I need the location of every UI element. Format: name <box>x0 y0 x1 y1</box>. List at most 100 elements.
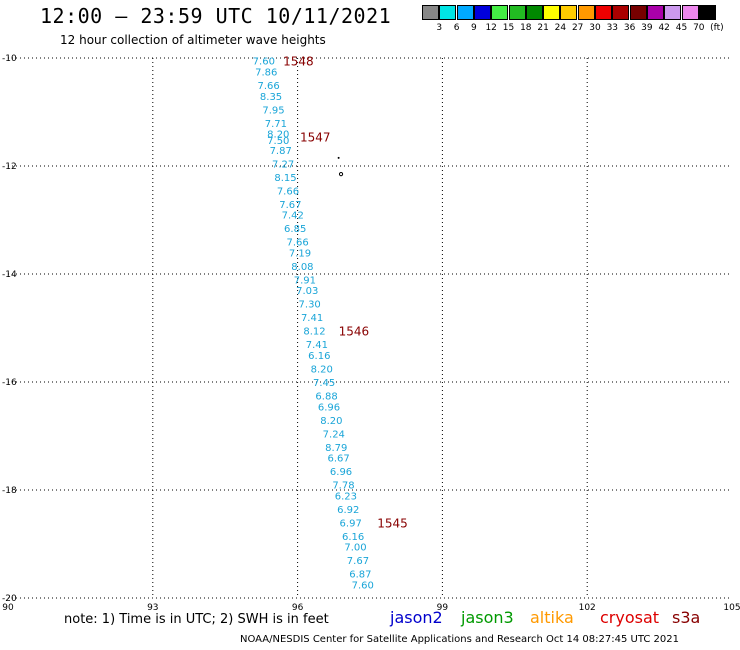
colorbar-label: 39 <box>641 23 653 33</box>
swh-value-label: 6.96 <box>330 467 352 478</box>
colorbar-swatch <box>422 5 439 20</box>
swh-value-label: 8.20 <box>267 130 289 141</box>
swh-value-label: 7.67 <box>279 200 301 211</box>
colorbar-swatch <box>629 5 647 20</box>
colorbar-label: 12 <box>485 23 497 33</box>
swh-value-label: 6.97 <box>340 518 362 529</box>
swh-value-label: 7.87 <box>270 146 292 157</box>
legend-cryosat: cryosat <box>600 608 660 627</box>
swh-value-label: 7.60 <box>253 57 275 68</box>
page-subtitle: 12 hour collection of altimeter wave hei… <box>60 33 326 47</box>
swh-value-label: 6.87 <box>349 570 371 581</box>
swh-value-label: 7.95 <box>262 105 284 116</box>
swh-value-label: 7.66 <box>258 81 280 92</box>
swh-value-label: 6.96 <box>318 402 340 413</box>
colorbar-swatch <box>681 5 699 20</box>
swh-value-label: 6.67 <box>327 454 349 465</box>
swh-value-label: 6.23 <box>335 491 357 502</box>
swh-value-label: 7.03 <box>296 286 318 297</box>
colorbar-swatch <box>595 5 612 20</box>
colorbar-swatch <box>646 5 664 20</box>
time-labels: 1548 1547 1546 1545 <box>283 55 408 531</box>
colorbar-label: 6 <box>453 23 460 33</box>
swh-value-label: 6.85 <box>284 224 306 235</box>
x-tick-label: 90 <box>2 603 14 613</box>
colorbar-label: 42 <box>658 23 670 33</box>
colorbar-label: 70 <box>693 23 705 33</box>
colorbar-label: 21 <box>537 23 549 33</box>
legend-jason2: jason2 <box>390 608 443 627</box>
colorbar-label: 36 <box>623 23 636 33</box>
colorbar-swatch <box>491 5 509 20</box>
chart-axes: 90 93 96 99 102 105 -10 -12 -14 -16 -18 -20 <box>2 54 740 613</box>
swh-value-label: 7.50 <box>267 136 289 147</box>
swh-value-label: 7.86 <box>255 68 277 79</box>
legend-jason3: jason3 <box>461 608 514 627</box>
swh-value-label: 7.24 <box>323 429 345 440</box>
island-marks <box>337 156 344 177</box>
y-tick-label: -10 <box>2 54 17 64</box>
x-tick-label: 96 <box>292 603 304 613</box>
x-tick-label: 93 <box>147 603 158 613</box>
chart-grid <box>8 57 732 599</box>
page-title: 12:00 – 23:59 UTC 10/11/2021 <box>40 4 392 28</box>
colorbar-swatch <box>577 5 595 20</box>
colorbar-label: 24 <box>554 23 567 33</box>
swh-value-label: 6.92 <box>337 505 359 516</box>
swh-value-label: 7.30 <box>299 300 321 311</box>
x-tick-label: 99 <box>437 603 449 613</box>
legend-s3a: s3a <box>672 608 701 627</box>
swh-value-label: 7.60 <box>352 581 374 592</box>
swh-value-label: 7.67 <box>347 556 369 567</box>
swh-value-label: 8.35 <box>260 92 282 103</box>
swh-value-label: 7.45 <box>313 378 335 389</box>
colorbar-swatch <box>439 5 457 20</box>
swh-value-label: 7.66 <box>286 238 308 249</box>
swh-value-label: 7.27 <box>272 159 294 170</box>
island-dot <box>337 156 340 159</box>
credit-line: NOAA/NESDIS Center for Satellite Applica… <box>240 634 679 645</box>
colorbar-swatch <box>612 5 630 20</box>
swh-value-label: 7.71 <box>265 119 287 130</box>
swh-value-label: 6.88 <box>315 392 337 403</box>
y-tick-label: -16 <box>2 378 17 388</box>
swh-value-label: 7.66 <box>277 186 299 197</box>
time-label: 1548 <box>283 55 314 69</box>
swh-value-label: 8.12 <box>303 327 325 338</box>
swh-value-label: 8.20 <box>320 416 342 427</box>
y-tick-label: -20 <box>2 594 17 604</box>
colorbar-label: 45 <box>675 23 688 33</box>
swh-value-label: 7.42 <box>282 211 304 222</box>
swh-value-label: 7.91 <box>294 275 316 286</box>
y-tick-label: -12 <box>2 162 17 172</box>
swh-value-label: 7.41 <box>306 340 328 351</box>
x-tick-label: 105 <box>723 603 740 613</box>
time-label: 1547 <box>300 130 331 144</box>
x-tick-label: 102 <box>579 603 596 613</box>
colorbar-label: 33 <box>606 23 619 33</box>
swh-value-label: 8.79 <box>325 443 347 454</box>
colorbar-label: 15 <box>502 23 515 33</box>
colorbar-label: 3 <box>436 23 443 33</box>
colorbar-swatch <box>664 5 682 20</box>
time-label: 1546 <box>339 325 370 339</box>
swh-value-label: 8.15 <box>274 173 296 184</box>
colorbar-swatch <box>456 5 474 20</box>
legend-altika: altika <box>530 608 574 627</box>
colorbar-label: 27 <box>571 23 584 33</box>
colorbar-unit: (ft) <box>710 23 724 33</box>
island-ring <box>338 172 344 177</box>
colorbar-label: 30 <box>589 23 601 33</box>
footnote: note: 1) Time is in UTC; 2) SWH is in fe… <box>64 612 329 627</box>
colorbar-label: 18 <box>520 23 532 33</box>
y-tick-label: -14 <box>2 270 17 280</box>
time-label: 1545 <box>377 516 408 530</box>
swh-value-label: 7.19 <box>289 248 311 259</box>
swh-value-label: 7.41 <box>301 313 323 324</box>
swh-points: 7.607.867.668.357.957.718.207.507.877.27… <box>253 57 374 592</box>
colorbar-swatch <box>473 5 491 20</box>
swh-value-label: 8.20 <box>311 365 333 376</box>
colorbar-swatch <box>508 5 526 20</box>
